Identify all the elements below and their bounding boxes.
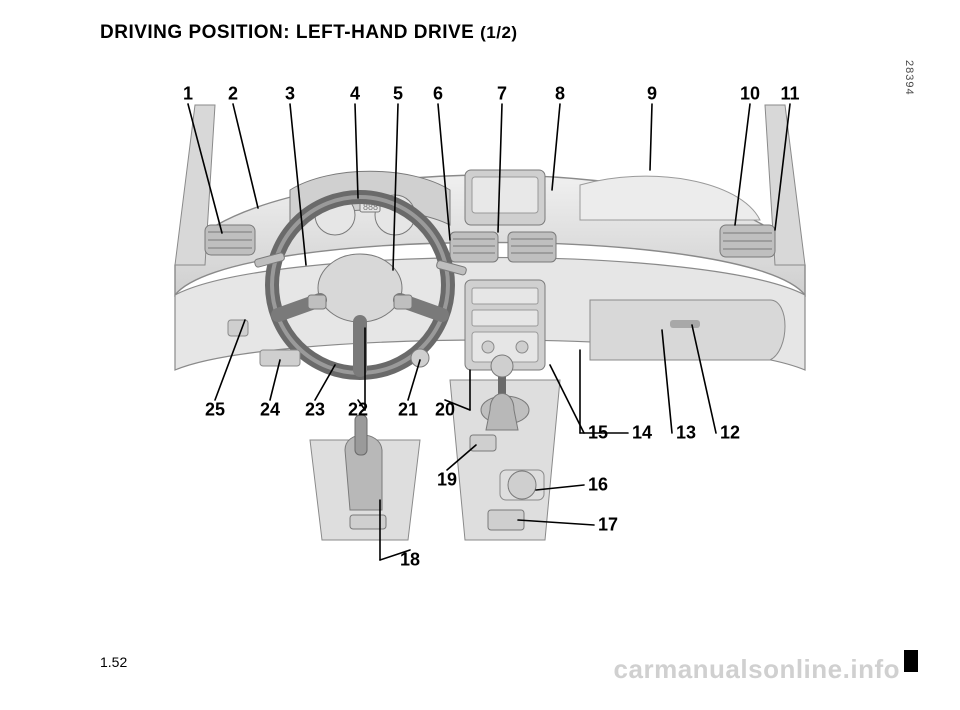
callout-11: 11	[780, 84, 799, 105]
title-main: DRIVING POSITION: LEFT-HAND DRIVE	[100, 22, 474, 43]
callout-19: 19	[437, 470, 457, 491]
callout-1: 1	[183, 84, 193, 105]
callout-16: 16	[588, 475, 608, 496]
callout-14: 14	[632, 423, 652, 444]
callout-23: 23	[305, 400, 325, 421]
callout-7: 7	[497, 84, 507, 105]
callout-18: 18	[400, 550, 420, 571]
callout-6: 6	[433, 84, 443, 105]
callout-2: 2	[228, 84, 238, 105]
watermark: carmanualsonline.info	[614, 654, 900, 685]
title-sub: (1/2)	[480, 23, 517, 42]
edge-tab	[904, 650, 918, 672]
manual-page: DRIVING POSITION: LEFT-HAND DRIVE (1/2) …	[0, 0, 960, 710]
callout-5: 5	[393, 84, 403, 105]
page-number: 1.52	[100, 654, 127, 670]
callout-15: 15	[588, 423, 608, 444]
dashboard-diagram: 888	[150, 70, 830, 570]
callout-10: 10	[740, 84, 760, 105]
callout-22: 22	[348, 400, 368, 421]
callout-25: 25	[205, 400, 225, 421]
page-title: DRIVING POSITION: LEFT-HAND DRIVE (1/2)	[100, 22, 518, 44]
callout-12: 12	[720, 423, 740, 444]
side-code: 28394	[903, 60, 915, 96]
dashboard-svg: 888	[150, 70, 830, 570]
callout-9: 9	[647, 84, 657, 105]
callout-20: 20	[435, 400, 455, 421]
callout-8: 8	[555, 84, 565, 105]
callout-24: 24	[260, 400, 280, 421]
callout-4: 4	[350, 84, 360, 105]
callout-3: 3	[285, 84, 295, 105]
callout-13: 13	[676, 423, 696, 444]
callout-21: 21	[398, 400, 418, 421]
callout-17: 17	[598, 515, 618, 536]
